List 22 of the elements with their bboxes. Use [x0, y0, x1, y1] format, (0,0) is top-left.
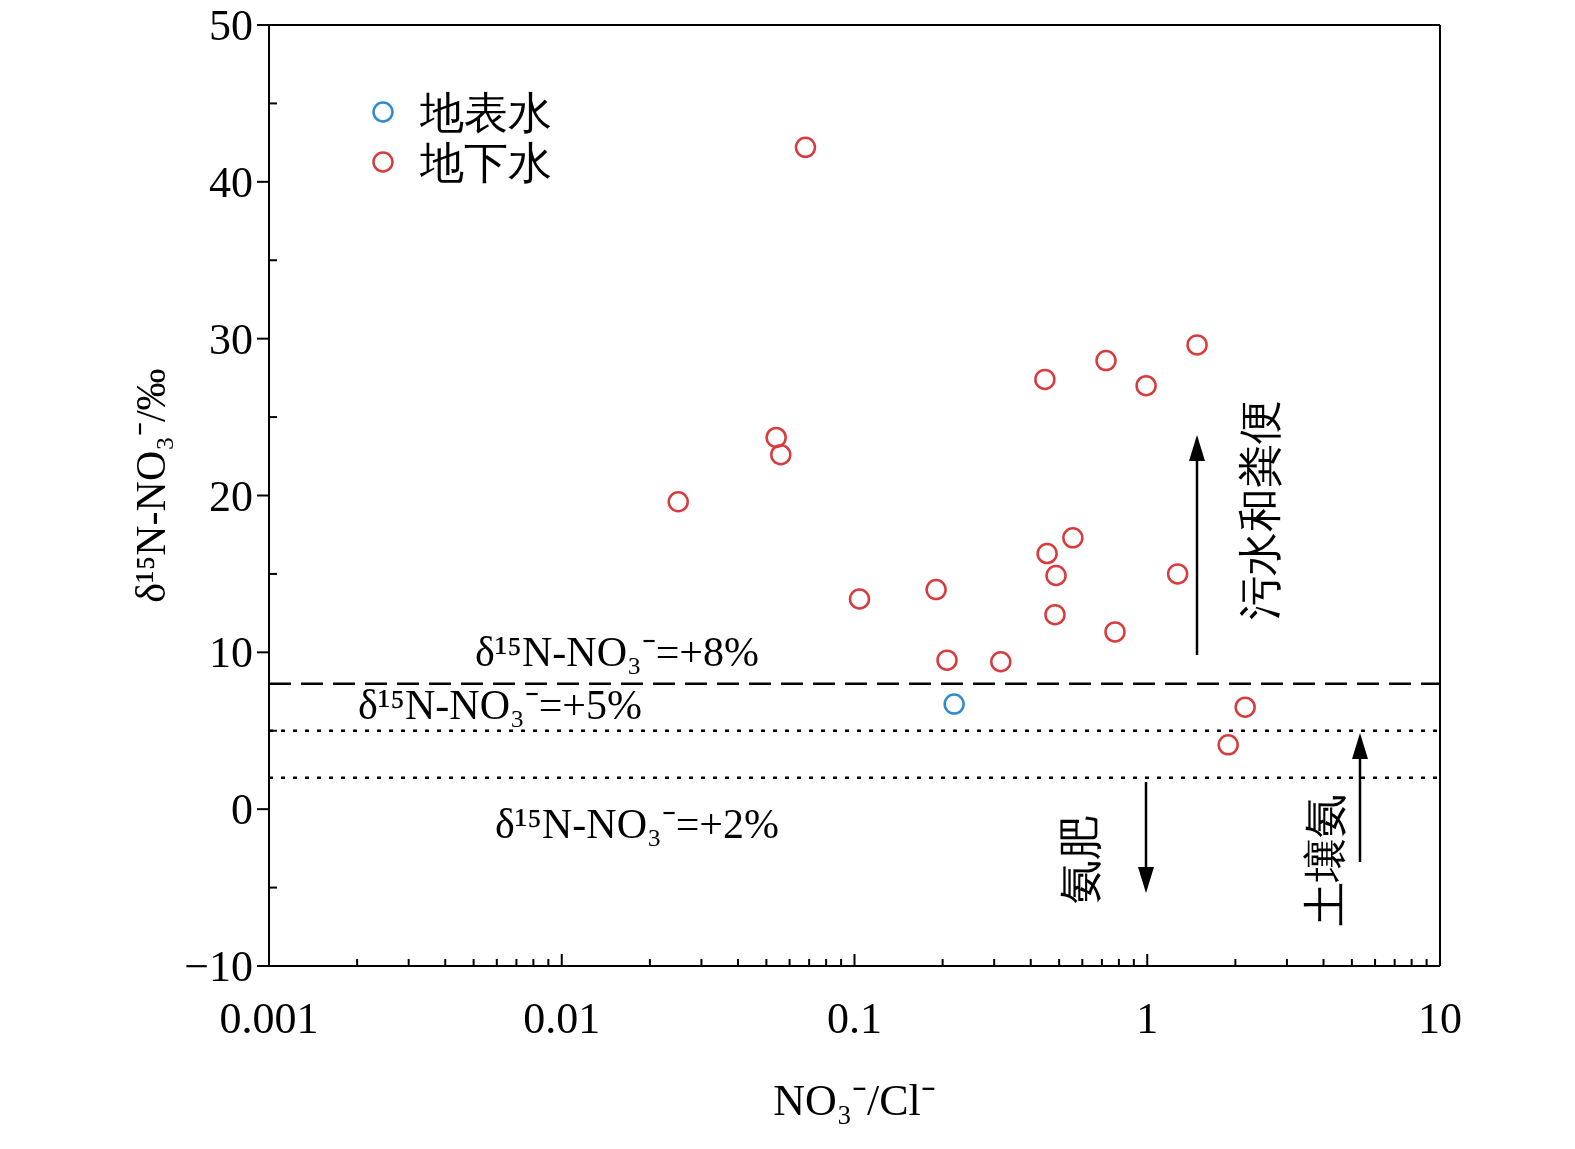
- legend-label: 地表水: [419, 89, 552, 138]
- x-tick-label: 0.1: [827, 994, 882, 1043]
- annotation: 污水和粪便: [1236, 400, 1285, 620]
- ref-line-label: δ¹⁵N-NO₃⁻=+2%: [494, 800, 780, 847]
- y-tick-label: 30: [209, 314, 253, 364]
- annotation: 氨肥: [1056, 816, 1105, 904]
- ref-line-label: δ¹⁵N-NO₃⁻=+5%: [357, 681, 643, 728]
- x-tick-label: 0.01: [523, 994, 601, 1043]
- x-axis-title: NO₃⁻/Cl⁻: [773, 1076, 936, 1125]
- y-tick-label: 0: [231, 785, 253, 835]
- y-tick-label: −10: [184, 942, 253, 991]
- ref-line-label: δ¹⁵N-NO₃⁻=+8%: [474, 628, 760, 675]
- x-tick-label: 0.001: [219, 994, 319, 1043]
- y-axis-title: δ¹⁵N-NO₃⁻/‰: [128, 368, 174, 603]
- legend-label: 地下水: [419, 139, 552, 188]
- x-tick-label: 10: [1418, 994, 1462, 1043]
- y-tick-label: 40: [209, 157, 253, 207]
- y-tick-label: 50: [209, 1, 253, 50]
- x-tick-label: 1: [1136, 994, 1159, 1043]
- y-tick-label: 20: [209, 471, 253, 521]
- y-tick-label: 10: [209, 628, 253, 678]
- annotation: 土壤氨: [1301, 794, 1350, 926]
